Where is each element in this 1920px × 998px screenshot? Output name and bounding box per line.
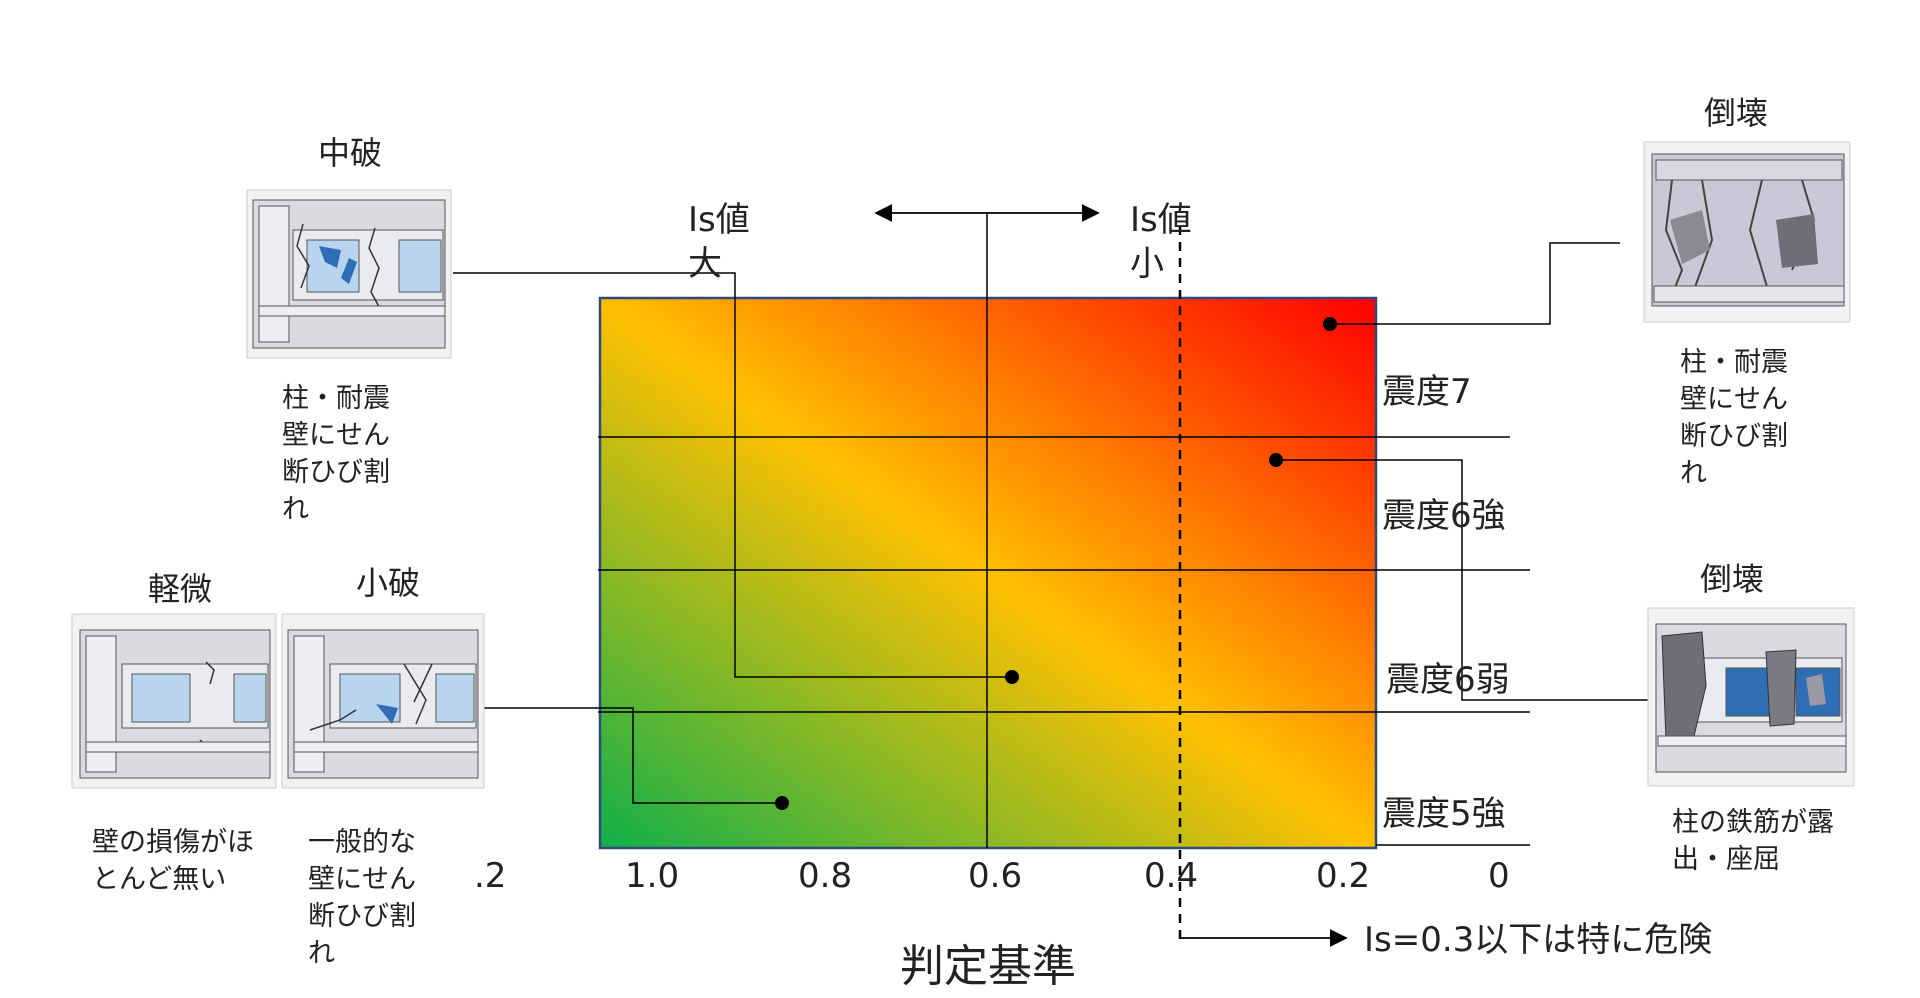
card-title-minor: 軽微 [148,570,213,608]
connector-collapse-bottom [1276,459,1648,701]
card-title-collapse-top: 倒壊 [1704,94,1769,132]
tick-label: 0.4 [1144,856,1199,896]
tick-label: .2 [474,856,507,896]
connector-small [483,707,782,804]
tick-label: 1.0 [625,856,680,896]
danger-note: Is=0.3以下は特に危険 [1364,920,1713,960]
connector-collapse-top [1330,242,1620,325]
point-small [775,796,789,810]
is-large-label-1: Is値 [688,200,750,240]
risk-area [598,296,1378,850]
is-small-label-2: 小 [1130,244,1164,284]
building-image-moderate [246,189,452,359]
building-image-small [281,613,485,789]
connector-moderate [453,272,1012,678]
tick-label: 0.6 [968,856,1023,896]
point-collapse-bottom [1269,453,1283,467]
building-image-minor [71,613,277,789]
card-desc-collapse-top: 柱・耐震壁にせん断ひび割れ [1680,347,1788,489]
tick-label: 0 [1488,856,1510,896]
tick-label: 0.2 [1316,856,1371,896]
card-title-small: 小破 [356,564,421,602]
x-axis-title: 判定基準 [900,941,1076,992]
card-desc-minor: 壁の損傷がほとんど無い [92,827,254,895]
card-title-collapse-bottom: 倒壊 [1700,560,1765,598]
point-moderate [1005,670,1019,684]
building-image-collapse-bottom [1647,607,1855,787]
point-collapse-top [1323,317,1337,331]
band-label-6s: 震度6強 [1382,496,1506,536]
band-label-7: 震度7 [1382,372,1472,412]
card-desc-moderate: 柱・耐震壁にせん断ひび割れ [282,383,390,525]
band-label-6w: 震度6弱 [1386,660,1510,700]
is-small-label-1: Is値 [1130,200,1192,240]
card-desc-small: 一般的な壁にせん断ひび割れ [308,827,416,969]
card-desc-collapse-bottom: 柱の鉄筋が露出・座屈 [1672,807,1834,875]
band-label-5s: 震度5強 [1382,794,1506,834]
is-large-label-2: 大 [688,244,722,284]
card-title-moderate: 中破 [318,134,383,172]
tick-label: 0.8 [798,856,853,896]
building-image-collapse-top [1643,141,1851,323]
